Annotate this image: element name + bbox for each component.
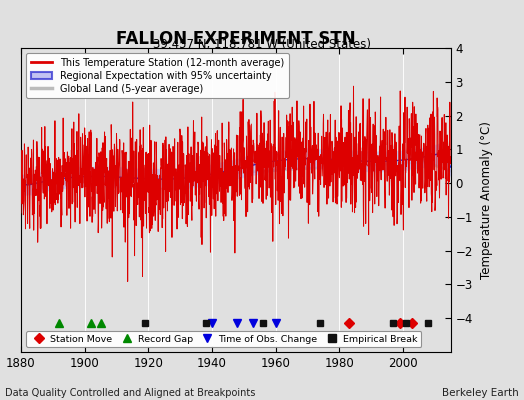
Legend: Station Move, Record Gap, Time of Obs. Change, Empirical Break: Station Move, Record Gap, Time of Obs. C… <box>26 331 421 347</box>
Title: FALLON EXPERIMENT STN: FALLON EXPERIMENT STN <box>116 30 356 48</box>
Text: Berkeley Earth: Berkeley Earth <box>442 388 519 398</box>
Text: 39.457 N, 118.781 W (United States): 39.457 N, 118.781 W (United States) <box>153 38 371 51</box>
Text: Data Quality Controlled and Aligned at Breakpoints: Data Quality Controlled and Aligned at B… <box>5 388 256 398</box>
Y-axis label: Temperature Anomaly (°C): Temperature Anomaly (°C) <box>480 121 493 279</box>
